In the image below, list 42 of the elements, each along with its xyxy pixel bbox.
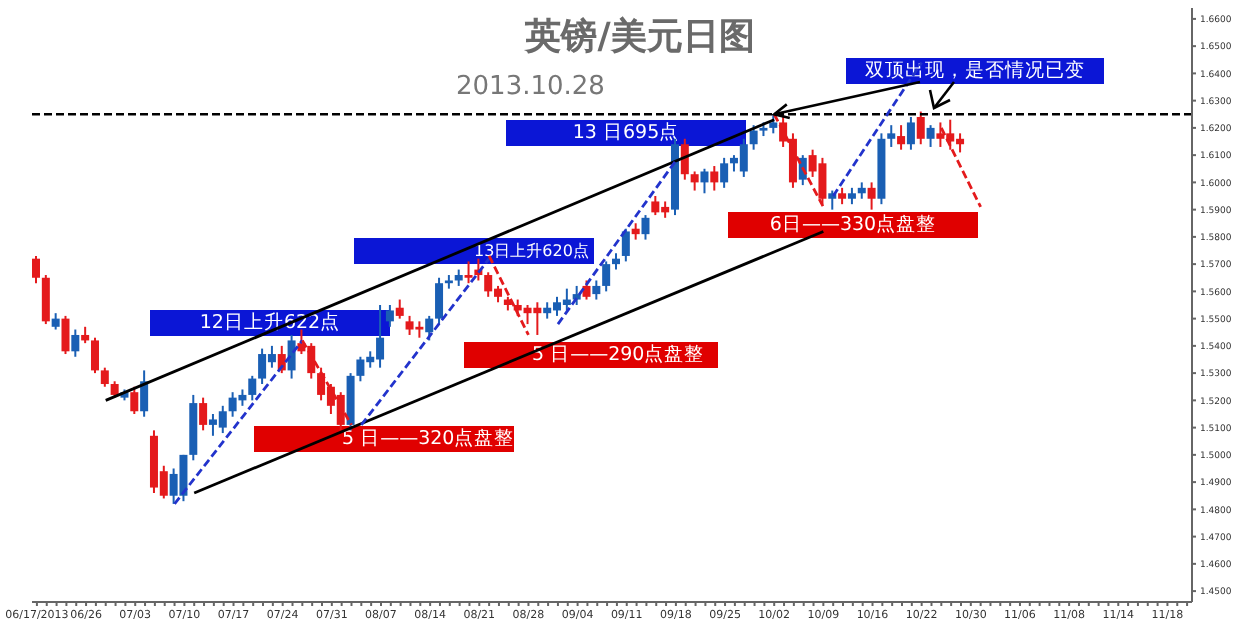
candlestick <box>248 374 257 402</box>
candlestick <box>769 113 778 135</box>
candlestick <box>425 314 434 342</box>
candlestick <box>464 260 473 285</box>
candlestick <box>906 115 915 151</box>
candlestick <box>385 304 394 328</box>
candlestick <box>926 124 935 148</box>
candlestick <box>690 170 699 192</box>
candlestick <box>32 254 40 285</box>
candlestick <box>602 260 611 293</box>
candlestick <box>395 298 404 320</box>
label-box: 13日上升620点 <box>354 238 594 264</box>
annotation: 6日——330点盘整 <box>769 214 937 236</box>
candlestick <box>90 336 99 375</box>
candlestick <box>749 124 758 151</box>
candlestick <box>100 366 109 388</box>
candlestick <box>71 328 80 358</box>
candlestick <box>720 156 729 189</box>
label-box: 6日——330点盘整 <box>728 212 978 238</box>
candlestick <box>130 385 139 415</box>
candlestick <box>680 137 689 181</box>
annotation: 13 日695点 <box>572 122 680 144</box>
candlestick <box>41 274 50 326</box>
candlestick <box>592 279 601 301</box>
candlestick <box>867 181 876 211</box>
label-box: 13 日695点 <box>506 120 746 146</box>
candlestick <box>435 276 444 326</box>
chart-title: 英镑/美元日图 <box>525 16 755 58</box>
candlestick <box>641 214 650 241</box>
candlestick <box>582 279 591 301</box>
annotation: 13日上升620点 <box>474 242 589 260</box>
candlestick <box>897 124 906 151</box>
candlestick <box>700 167 709 195</box>
candlestick <box>621 227 630 263</box>
candlestick <box>199 396 208 432</box>
candlestick <box>710 165 719 192</box>
candlestick <box>61 314 70 356</box>
text: 2013.10.28 <box>456 72 605 102</box>
candlestick <box>140 369 149 418</box>
candlestick <box>287 333 296 380</box>
candlestick <box>887 124 896 148</box>
candlestick <box>916 110 925 146</box>
